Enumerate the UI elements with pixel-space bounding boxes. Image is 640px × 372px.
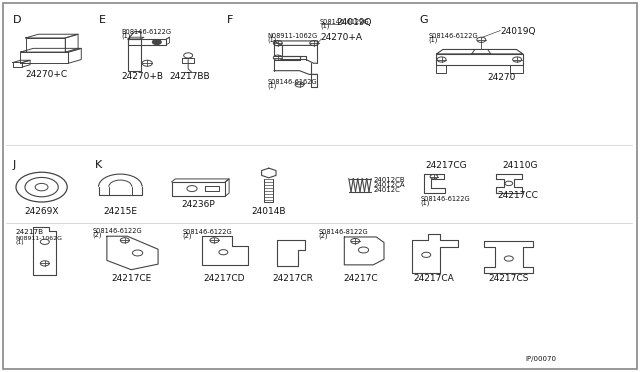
Text: N08911-1062G: N08911-1062G [15, 235, 62, 241]
Text: 24270+C: 24270+C [25, 70, 67, 79]
Text: D: D [13, 15, 21, 25]
Text: 24270+B: 24270+B [122, 72, 164, 81]
Text: (1): (1) [268, 82, 277, 89]
Text: 24217BB: 24217BB [170, 72, 210, 81]
Text: (2): (2) [182, 232, 192, 239]
Text: (2): (2) [93, 232, 102, 238]
Text: S08146-6122G: S08146-6122G [420, 196, 470, 202]
Text: 24217CR: 24217CR [273, 274, 314, 283]
Text: 24215E: 24215E [103, 207, 138, 216]
Text: (1): (1) [15, 240, 24, 245]
Text: (2): (2) [319, 232, 328, 239]
Text: 24012C: 24012C [373, 187, 400, 193]
Text: (1): (1) [420, 200, 430, 206]
Text: 24217CC: 24217CC [497, 191, 538, 200]
Text: S08146-8122G: S08146-8122G [319, 229, 369, 235]
Text: S08146-6122G: S08146-6122G [182, 229, 232, 235]
Text: 24217CS: 24217CS [488, 274, 529, 283]
Text: 24014B: 24014B [252, 207, 286, 216]
Text: 24236P: 24236P [182, 200, 215, 209]
FancyBboxPatch shape [3, 3, 637, 369]
Text: 24269X: 24269X [24, 207, 59, 216]
Text: (1): (1) [122, 33, 131, 39]
Text: S08146-6122G: S08146-6122G [429, 33, 479, 39]
Circle shape [152, 39, 161, 45]
Text: E: E [99, 15, 106, 25]
Text: 24270: 24270 [488, 73, 516, 81]
Text: B08146-6122G: B08146-6122G [122, 29, 172, 35]
Text: 24217B: 24217B [15, 230, 44, 235]
Text: 24019Q: 24019Q [500, 27, 536, 36]
Text: S08146-6122G: S08146-6122G [320, 19, 370, 25]
Text: (1): (1) [429, 36, 438, 43]
Text: 24110G: 24110G [502, 161, 538, 170]
Text: 24217CG: 24217CG [426, 161, 467, 170]
Text: F: F [227, 15, 234, 25]
Text: N08911-1062G: N08911-1062G [268, 33, 317, 39]
Text: 24217CD: 24217CD [204, 274, 244, 283]
Text: (1): (1) [320, 23, 330, 29]
Text: 24019Q: 24019Q [337, 18, 372, 27]
Text: S08146-6162G: S08146-6162G [268, 79, 317, 85]
Text: K: K [95, 160, 102, 170]
Text: (1): (1) [268, 36, 277, 43]
Text: J: J [13, 160, 16, 170]
Text: 24012CB: 24012CB [373, 177, 404, 183]
Text: 24270+A: 24270+A [320, 33, 362, 42]
Text: IP/00070: IP/00070 [526, 356, 557, 362]
Text: G: G [419, 15, 428, 25]
Text: 24217CA: 24217CA [413, 274, 454, 283]
Text: S08146-6122G: S08146-6122G [93, 228, 143, 234]
Text: 24217C: 24217C [343, 274, 378, 283]
Text: 24217CE: 24217CE [111, 274, 151, 283]
Text: 24012CA: 24012CA [373, 182, 404, 188]
